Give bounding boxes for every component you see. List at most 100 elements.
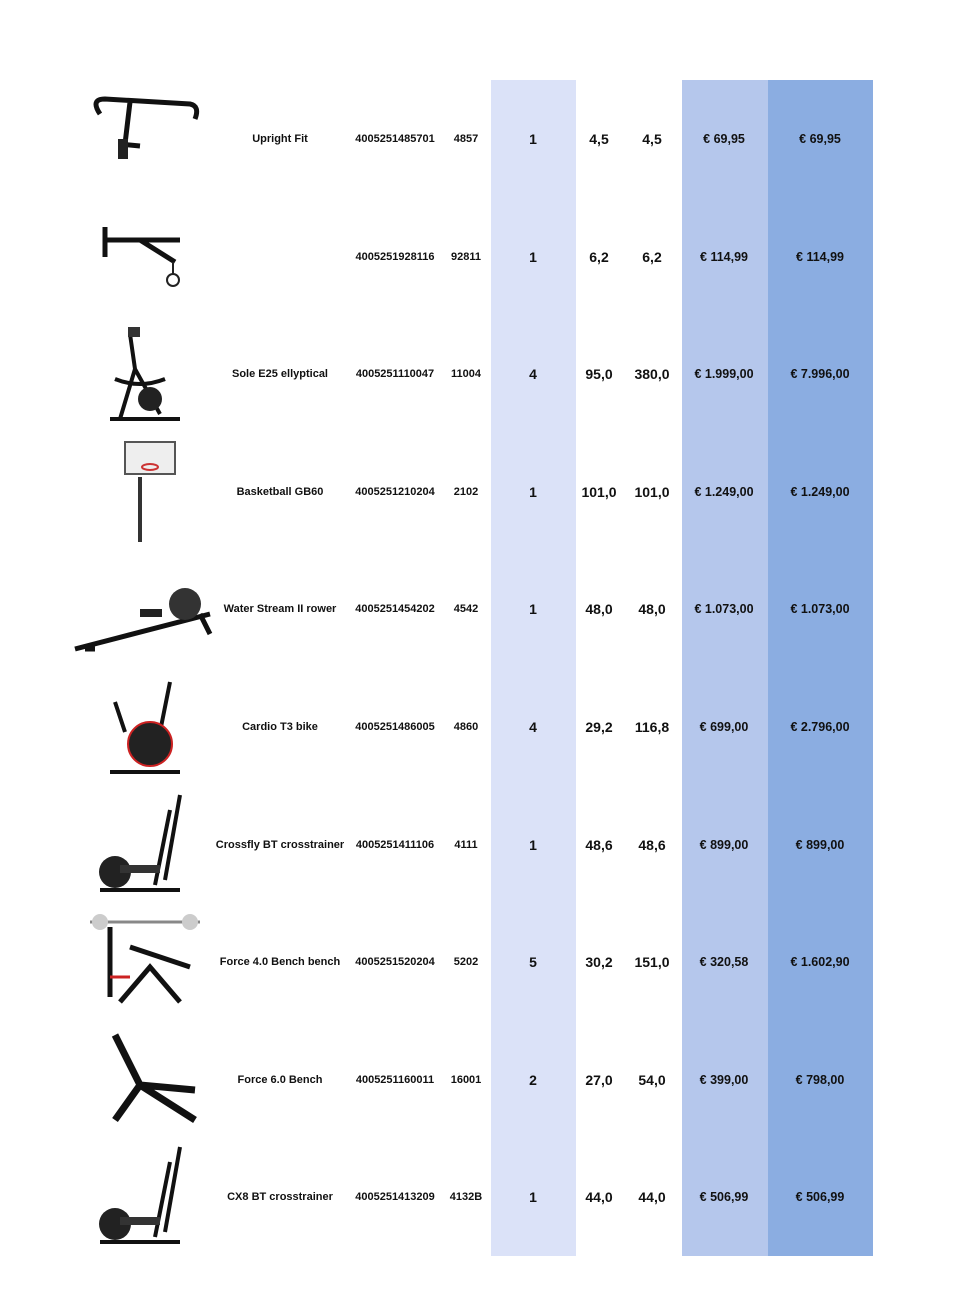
unit-price: € 506,99 (699, 1190, 749, 1205)
total-weight: 48,0 (638, 601, 666, 618)
ean-code: 4005251160011 (355, 1073, 435, 1086)
unit-price: € 69,95 (703, 132, 745, 146)
quantity: 1 (529, 248, 537, 265)
bench-press-icon (90, 914, 200, 1004)
table-row: Water Stream II rower 4005251454202 4542… (0, 550, 960, 668)
ean-code: 4005251485701 (355, 133, 435, 145)
product-name: Force 6.0 Bench (237, 1073, 323, 1086)
quantity: 4 (529, 719, 537, 735)
total-weight: 6,2 (642, 248, 662, 265)
unit-price: € 1.073,00 (694, 602, 754, 617)
product-name: Cardio T3 bike (242, 721, 318, 733)
quantity: 1 (529, 601, 537, 618)
total-weight: 48,6 (638, 836, 666, 853)
unit-price: € 1.249,00 (694, 484, 754, 499)
wall-bar-icon (102, 226, 180, 287)
article-code: 4132B (449, 1191, 483, 1204)
total-price: € 798,00 (795, 1072, 845, 1087)
total-column-band (768, 80, 873, 1256)
quantity: 1 (529, 836, 537, 853)
bench-icon (111, 1033, 197, 1123)
quantity: 5 (529, 954, 537, 971)
ean-code: 4005251110047 (355, 368, 435, 381)
basketball-hoop-icon (124, 440, 176, 542)
total-price: € 1.602,90 (790, 955, 850, 970)
product-name: Crossfly BT crosstrainer (215, 838, 345, 851)
product-name: Sole E25 ellyptical (232, 368, 328, 381)
ean-code: 4005251411106 (355, 838, 435, 851)
elliptical-icon (110, 327, 180, 422)
product-name: CX8 BT crosstrainer (227, 1191, 333, 1204)
product-name: Basketball GB60 (236, 485, 324, 498)
rower-icon (74, 588, 213, 652)
article-code: 5202 (453, 956, 479, 969)
article-code: 2102 (453, 485, 479, 498)
total-weight: 4,5 (642, 131, 662, 147)
unit-weight: 30,2 (585, 954, 613, 971)
quantity: 1 (529, 131, 537, 147)
upright-bar-icon (93, 96, 200, 159)
table-row: Force 4.0 Bench bench 4005251520204 5202… (0, 903, 960, 1021)
total-weight: 380,0 (634, 366, 670, 383)
article-code: 4542 (453, 603, 479, 616)
table-row: CX8 BT crosstrainer 4005251413209 4132B … (0, 1138, 960, 1256)
total-price: € 899,00 (795, 837, 845, 852)
product-name: Force 4.0 Bench bench (219, 956, 341, 969)
unit-price: € 899,00 (699, 837, 749, 852)
quantity: 4 (529, 366, 537, 383)
unit-price: € 1.999,00 (694, 367, 754, 382)
product-name: Upright Fit (252, 133, 308, 145)
total-price: € 7.996,00 (790, 367, 850, 382)
ean-code: 4005251454202 (355, 603, 435, 616)
table-row: Cardio T3 bike 4005251486005 4860 4 29,2… (0, 668, 960, 786)
quantity: 1 (529, 483, 537, 500)
crosstrainer-icon (99, 1147, 182, 1245)
quantity: 2 (529, 1071, 537, 1088)
table-row: Basketball GB60 4005251210204 2102 1 101… (0, 433, 960, 551)
article-code: 4860 (453, 721, 479, 733)
total-weight: 151,0 (634, 954, 670, 971)
table-row: Sole E25 ellyptical 4005251110047 11004 … (0, 315, 960, 433)
total-weight: 101,0 (634, 483, 670, 500)
total-weight: 54,0 (638, 1071, 666, 1088)
ean-code: 4005251486005 (355, 721, 435, 733)
exercise-bike-icon (110, 681, 180, 774)
unit-weight: 27,0 (585, 1071, 613, 1088)
unit-price: € 699,00 (699, 720, 749, 734)
unit-weight: 4,5 (589, 131, 609, 147)
article-code: 4857 (453, 133, 479, 145)
total-price: € 69,95 (799, 132, 841, 146)
total-price: € 506,99 (795, 1190, 845, 1205)
article-code: 11004 (451, 368, 481, 381)
crosstrainer-icon (99, 794, 182, 892)
unit-weight: 95,0 (585, 366, 613, 383)
ean-code: 4005251413209 (355, 1191, 435, 1204)
total-price: € 1.073,00 (790, 602, 850, 617)
table-row: Force 6.0 Bench 4005251160011 16001 2 27… (0, 1021, 960, 1139)
product-name: Water Stream II rower (223, 603, 337, 616)
total-price: € 1.249,00 (790, 484, 850, 499)
unit-weight: 48,0 (585, 601, 613, 618)
unit-price: € 114,99 (700, 249, 748, 264)
total-weight: 116,8 (634, 719, 670, 735)
article-code: 92811 (451, 250, 481, 263)
unit-price: € 399,00 (699, 1072, 749, 1087)
ean-code: 4005251520204 (355, 956, 435, 969)
unit-weight: 48,6 (585, 836, 613, 853)
price-column-band (682, 80, 768, 1256)
total-price: € 2.796,00 (790, 720, 850, 734)
unit-weight: 6,2 (589, 248, 609, 265)
table-row: 4005251928116 92811 1 6,2 6,2 € 114,99 €… (0, 198, 960, 316)
unit-price: € 320,58 (699, 955, 749, 970)
quantity-column-band (491, 80, 576, 1256)
total-price: € 114,99 (796, 249, 844, 264)
unit-weight: 44,0 (585, 1189, 613, 1206)
article-code: 4111 (454, 838, 478, 851)
table-row: Upright Fit 4005251485701 4857 1 4,5 4,5… (0, 80, 960, 198)
unit-weight: 101,0 (581, 483, 617, 500)
ean-code: 4005251210204 (355, 485, 435, 498)
article-code: 16001 (450, 1073, 482, 1086)
quantity: 1 (529, 1189, 537, 1206)
total-weight: 44,0 (638, 1189, 666, 1206)
table-row: Crossfly BT crosstrainer 4005251411106 4… (0, 786, 960, 904)
